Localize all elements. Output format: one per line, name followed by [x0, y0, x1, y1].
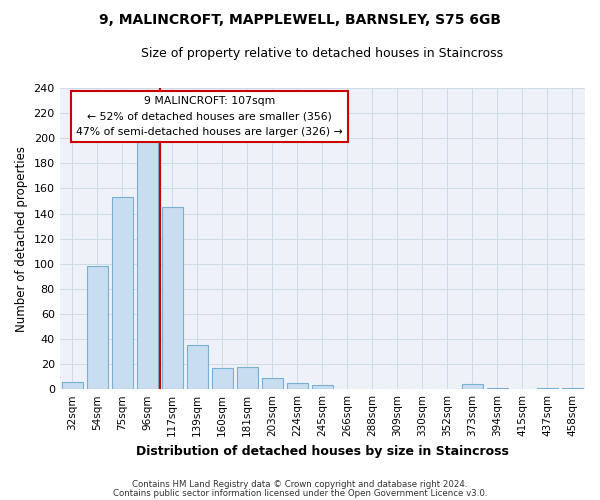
Title: Size of property relative to detached houses in Staincross: Size of property relative to detached ho…	[141, 48, 503, 60]
Bar	[562, 388, 583, 389]
Text: 9, MALINCROFT, MAPPLEWELL, BARNSLEY, S75 6GB: 9, MALINCROFT, MAPPLEWELL, BARNSLEY, S75…	[99, 12, 501, 26]
Bar	[537, 388, 558, 389]
Bar	[86, 266, 108, 389]
Bar	[312, 386, 333, 389]
Text: Contains HM Land Registry data © Crown copyright and database right 2024.: Contains HM Land Registry data © Crown c…	[132, 480, 468, 489]
Bar	[112, 197, 133, 389]
Y-axis label: Number of detached properties: Number of detached properties	[15, 146, 28, 332]
X-axis label: Distribution of detached houses by size in Staincross: Distribution of detached houses by size …	[136, 444, 509, 458]
Bar	[287, 383, 308, 389]
Text: Contains public sector information licensed under the Open Government Licence v3: Contains public sector information licen…	[113, 488, 487, 498]
Bar	[137, 138, 158, 389]
Bar	[161, 208, 183, 389]
Bar	[62, 382, 83, 389]
Bar	[462, 384, 483, 389]
Bar	[212, 368, 233, 389]
Bar	[236, 366, 258, 389]
Bar	[187, 346, 208, 389]
Bar	[487, 388, 508, 389]
Text: 9 MALINCROFT: 107sqm
← 52% of detached houses are smaller (356)
47% of semi-deta: 9 MALINCROFT: 107sqm ← 52% of detached h…	[76, 96, 343, 137]
Bar	[262, 378, 283, 389]
